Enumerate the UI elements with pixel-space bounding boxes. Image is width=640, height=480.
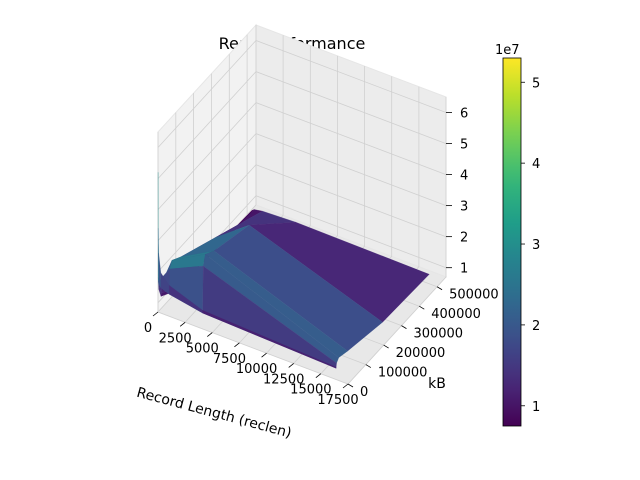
x-tick-label: 2500: [159, 331, 192, 346]
x-tick: [234, 342, 240, 348]
y-tick: [401, 325, 407, 329]
y-tick: [419, 305, 425, 310]
colorbar-tick-label: 3: [532, 238, 540, 253]
z-tick-label: 5: [460, 138, 468, 153]
z-tick-label: 3: [460, 200, 468, 215]
y-tick: [383, 344, 389, 349]
colorbar-tick-label: 2: [532, 319, 540, 334]
z-gridline: [157, 40, 447, 148]
z-tick-label: 2: [460, 231, 468, 246]
colorbar-scale-label: 1e7: [495, 43, 520, 58]
x-tick-label: 12500: [263, 372, 304, 387]
colorbar-gradient: [502, 57, 522, 427]
x-tick-label: 0: [144, 321, 152, 336]
z-gridline: [157, 102, 447, 210]
y-tick: [436, 286, 443, 291]
y-tick-label: 400000: [431, 307, 481, 322]
colorbar-tick-label: 5: [532, 76, 540, 91]
x-tick: [315, 373, 322, 379]
x-axis-label: Record Length (reclen): [135, 385, 293, 442]
surface-patch: [202, 309, 337, 369]
colorbar-tick-label: 1: [532, 400, 540, 415]
x-tick-label: 5000: [186, 342, 219, 357]
z-gridline: [157, 71, 447, 179]
x-gridline: [347, 97, 447, 385]
x-tick: [179, 321, 186, 327]
x-tick: [342, 383, 349, 389]
z-tick-label: 6: [460, 107, 468, 122]
x-tick: [207, 332, 213, 337]
surface: [157, 172, 430, 369]
x-tick-label: 15000: [290, 383, 331, 398]
y-tick-label: 500000: [449, 288, 499, 303]
x-tick-label: 17500: [317, 393, 358, 408]
y-tick: [347, 383, 354, 388]
x-tick: [261, 352, 267, 358]
colorbar-tick-label: 4: [532, 157, 540, 172]
colorbar: 1 2 3 4 5 1e7: [495, 43, 540, 427]
z-gridline: [157, 164, 447, 272]
axes-3d: 0250050007500100001250015000175000100000…: [144, 23, 499, 408]
x-tick-label: 7500: [213, 352, 246, 367]
y-tick: [365, 364, 372, 368]
x-tick: [288, 363, 294, 368]
y-tick-label: 300000: [413, 327, 463, 342]
x-tick: [152, 311, 159, 317]
y-axis-label: kB: [428, 376, 446, 392]
y-tick-label: 100000: [378, 366, 428, 381]
y-tick-label: 200000: [396, 346, 446, 361]
z-gridline: [157, 133, 447, 241]
z-tick-label: 1: [460, 262, 468, 277]
tick-labels: 0250050007500100001250015000175000100000…: [144, 107, 499, 408]
z-tick-label: 4: [460, 169, 468, 184]
y-tick-label: 0: [360, 385, 368, 400]
x-tick-label: 10000: [236, 362, 277, 377]
